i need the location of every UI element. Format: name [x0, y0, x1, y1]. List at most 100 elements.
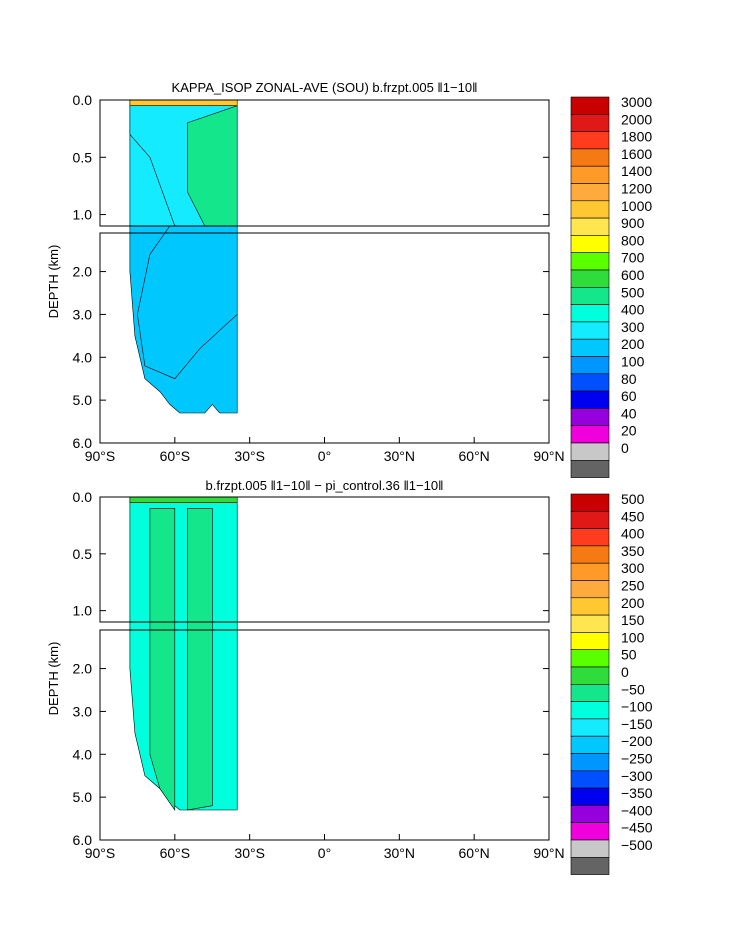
y-tick-label: 5.0: [73, 789, 93, 805]
chart-title: KAPPA_ISOP ZONAL-AVE (SOU) b.frzpt.005 ‖…: [172, 80, 478, 95]
colorbar-label: 0: [621, 664, 629, 680]
y-tick-label: 0.5: [73, 149, 93, 165]
y-tick-label: 4.0: [73, 746, 93, 762]
colorbar-label: 2000: [621, 111, 652, 127]
colorbar-swatch: [570, 286, 610, 305]
colorbar-swatch: [570, 269, 610, 288]
plot-frame-upper: [99, 99, 550, 227]
colorbar-swatch: [570, 545, 610, 564]
y-tick-label: 0.0: [73, 489, 93, 505]
colorbar-label: 300: [621, 560, 645, 576]
colorbar-label: 400: [621, 302, 645, 318]
colorbar-label: 250: [621, 578, 645, 594]
colorbar: 3000200018001600140012001000900800700600…: [570, 94, 652, 478]
chart-title: b.frzpt.005 ‖1−10‖ − pi_control.36 ‖1−10…: [206, 478, 444, 493]
chart-panel-1: KAPPA_ISOP ZONAL-AVE (SOU) b.frzpt.005 ‖…: [46, 80, 652, 478]
field-region-d: [137, 225, 238, 380]
colorbar-swatch: [570, 459, 610, 478]
colorbar-label: −450: [621, 820, 653, 836]
colorbar-label: 200: [621, 595, 645, 611]
y-tick-label: 2.0: [73, 661, 93, 677]
colorbar-swatch: [570, 148, 610, 167]
x-tick-label: 30°S: [234, 448, 265, 464]
colorbar-swatch: [570, 839, 610, 858]
colorbar-swatch: [570, 787, 610, 806]
colorbar-swatch: [570, 735, 610, 754]
colorbar-label: 100: [621, 354, 645, 370]
colorbar: 500450400350300250200150100500−50−100−15…: [570, 491, 653, 875]
colorbar-label: 300: [621, 319, 645, 335]
y-axis-label: DEPTH (km): [46, 245, 61, 319]
y-tick-label: 2.0: [73, 264, 93, 280]
x-tick-label: 90°S: [85, 448, 116, 464]
colorbar-label: 1800: [621, 129, 652, 145]
colorbar-swatch: [570, 528, 610, 547]
x-tick-label: 0°: [318, 845, 331, 861]
x-tick-label: 0°: [318, 448, 331, 464]
colorbar-label: 1400: [621, 163, 652, 179]
colorbar-label: −500: [621, 837, 653, 853]
colorbar-swatch: [570, 770, 610, 789]
plot-frame-upper: [99, 496, 550, 623]
colorbar-label: 100: [621, 629, 645, 645]
chart-panel-2: b.frzpt.005 ‖1−10‖ − pi_control.36 ‖1−10…: [46, 478, 653, 875]
y-tick-label: 3.0: [73, 306, 93, 322]
colorbar-swatch: [570, 304, 610, 323]
colorbar-swatch: [570, 235, 610, 253]
y-tick-label: 5.0: [73, 392, 93, 408]
colorbar-label: 700: [621, 250, 645, 266]
colorbar-label: −200: [621, 733, 653, 749]
colorbar-swatch: [570, 217, 610, 236]
colorbar-label: 500: [621, 284, 645, 300]
y-tick-label: 1.0: [73, 207, 93, 223]
y-tick-label: 6.0: [73, 832, 93, 848]
colorbar-swatch: [570, 390, 610, 409]
colorbar-label: 40: [621, 405, 637, 421]
colorbar-swatch: [570, 510, 610, 529]
y-tick-label: 0.5: [73, 546, 93, 562]
colorbar-label: −300: [621, 768, 653, 784]
x-tick-label: 60°N: [459, 845, 490, 861]
field-region-b: [187, 508, 213, 811]
colorbar-label: 1000: [621, 198, 652, 214]
colorbar-label: −350: [621, 785, 653, 801]
colorbar-swatch: [570, 338, 610, 357]
field-region-a: [149, 508, 176, 811]
field-region-surface: [129, 99, 238, 106]
colorbar-label: 80: [621, 371, 637, 387]
x-tick-label: 30°N: [384, 448, 415, 464]
colorbar-label: −250: [621, 751, 653, 767]
colorbar-label: 1200: [621, 181, 652, 197]
colorbar-swatch: [570, 632, 610, 651]
colorbar-swatch: [570, 442, 610, 461]
colorbar-swatch: [570, 373, 610, 392]
colorbar-swatch: [570, 683, 610, 702]
colorbar-swatch: [570, 597, 610, 616]
colorbar-swatch: [570, 562, 610, 581]
colorbar-swatch: [570, 96, 610, 115]
colorbar-swatch: [570, 165, 610, 184]
y-tick-label: 3.0: [73, 703, 93, 719]
colorbar-label: 900: [621, 215, 645, 231]
colorbar-swatch: [570, 718, 610, 737]
x-tick-label: 60°S: [160, 845, 191, 861]
colorbar-swatch: [570, 753, 610, 772]
colorbar-swatch: [570, 252, 610, 271]
colorbar-swatch: [570, 321, 610, 340]
colorbar-swatch: [570, 408, 610, 426]
colorbar-label: −150: [621, 716, 653, 732]
colorbar-label: 500: [621, 491, 645, 507]
colorbar-swatch: [570, 805, 610, 824]
y-tick-label: 1.0: [73, 603, 93, 619]
colorbar-label: 800: [621, 232, 645, 248]
colorbar-label: 0: [621, 440, 629, 456]
y-axis-label: DEPTH (km): [46, 642, 61, 716]
field-shading: [129, 99, 238, 414]
colorbar-swatch: [570, 131, 610, 150]
colorbar-label: −50: [621, 681, 645, 697]
colorbar-swatch: [570, 356, 610, 375]
colorbar-label: 60: [621, 388, 637, 404]
colorbar-label: 400: [621, 526, 645, 542]
y-tick-label: 0.0: [73, 92, 93, 108]
